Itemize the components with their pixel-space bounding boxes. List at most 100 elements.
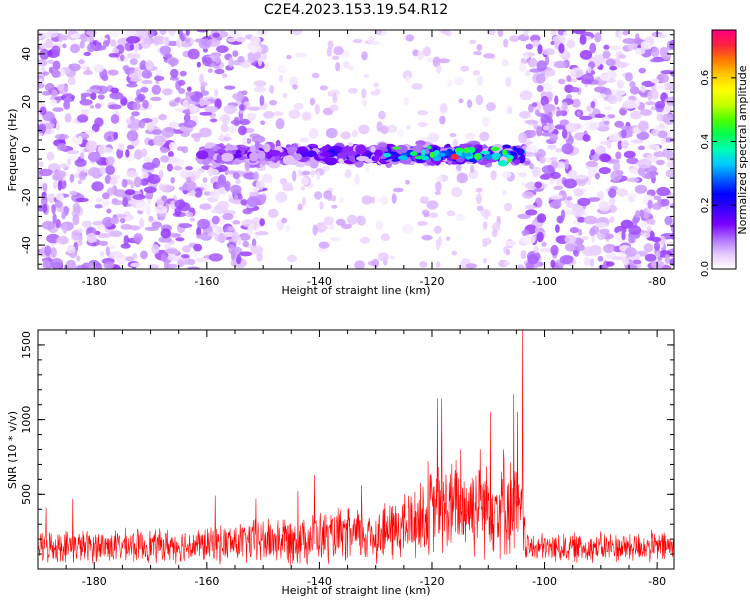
noise-speck <box>524 69 531 77</box>
noise-speck <box>536 60 547 72</box>
noise-speck <box>380 233 390 241</box>
noise-speck <box>238 125 247 136</box>
x-tick-label: -140 <box>307 575 332 588</box>
noise-speck <box>81 220 92 228</box>
noise-speck <box>543 68 556 77</box>
noise-speck <box>50 247 57 258</box>
noise-speck <box>533 245 539 254</box>
signal-hotspot <box>506 158 513 163</box>
noise-speck <box>300 186 306 191</box>
noise-speck <box>301 111 312 121</box>
noise-speck <box>536 231 544 243</box>
noise-speck <box>626 192 637 199</box>
noise-speck <box>378 110 386 120</box>
noise-speck <box>59 195 64 203</box>
signal-blob <box>356 155 369 162</box>
noise-speck <box>174 199 186 209</box>
noise-speck <box>88 167 100 177</box>
noise-speck <box>354 260 365 269</box>
noise-speck <box>158 169 164 179</box>
noise-speck <box>561 143 574 155</box>
noise-speck <box>314 191 323 200</box>
noise-speck <box>109 251 124 259</box>
noise-speck <box>167 151 174 158</box>
noise-speck <box>69 190 78 196</box>
signal-hotspot <box>483 153 493 160</box>
noise-speck <box>420 196 430 201</box>
noise-speck <box>318 241 330 249</box>
noise-speck <box>659 235 666 245</box>
noise-speck <box>282 92 288 99</box>
noise-speck <box>249 45 258 54</box>
noise-speck <box>640 220 648 229</box>
noise-speck <box>194 187 203 198</box>
signal-hotspot <box>438 152 446 157</box>
noise-speck <box>626 177 640 183</box>
noise-speck <box>566 196 573 201</box>
noise-speck <box>90 104 95 109</box>
noise-speck <box>630 110 642 120</box>
noise-speck <box>160 147 169 154</box>
signal-blob <box>445 143 451 149</box>
noise-speck <box>525 145 539 154</box>
noise-speck <box>523 234 536 245</box>
noise-speck <box>242 240 249 248</box>
signal-hotspot <box>491 152 501 160</box>
noise-speck <box>569 86 580 93</box>
noise-speck <box>536 213 547 224</box>
noise-speck <box>482 242 488 247</box>
spectrogram-ticks: -180 -160 -140 -120 -100 -80 -40 -20 0 20 40 <box>20 30 674 288</box>
noise-speck <box>598 201 611 212</box>
noise-speck <box>147 174 161 185</box>
noise-speck <box>212 32 220 38</box>
noise-speck <box>576 179 587 187</box>
signal-blob <box>257 150 266 160</box>
noise-speck <box>121 178 128 188</box>
x-tick-label: -160 <box>194 575 219 588</box>
noise-speck <box>275 118 285 130</box>
noise-speck <box>38 123 47 134</box>
noise-speck <box>670 222 674 234</box>
noise-speck <box>151 244 160 255</box>
noise-speck <box>434 212 439 218</box>
noise-speck <box>640 109 652 116</box>
noise-speck <box>122 196 129 208</box>
noise-speck <box>338 197 345 204</box>
noise-speck <box>206 168 219 175</box>
noise-speck <box>590 101 596 109</box>
noise-speck <box>122 65 130 71</box>
noise-speck <box>587 66 592 74</box>
noise-speck <box>159 30 167 36</box>
noise-speck <box>97 224 105 230</box>
noise-speck <box>314 103 321 115</box>
noise-speck <box>209 118 218 123</box>
noise-speck <box>327 196 332 201</box>
noise-speck <box>261 173 273 184</box>
noise-speck <box>214 233 227 243</box>
noise-speck <box>291 30 303 36</box>
noise-speck <box>622 99 637 109</box>
noise-speck <box>288 109 301 119</box>
noise-speck <box>612 256 625 261</box>
noise-speck <box>97 94 105 100</box>
noise-speck <box>176 38 183 49</box>
noise-speck <box>454 76 465 86</box>
noise-speck <box>603 106 613 111</box>
signal-blob <box>319 152 333 157</box>
noise-speck <box>308 128 319 139</box>
noise-speck <box>582 134 591 142</box>
noise-speck <box>120 54 125 62</box>
noise-speck <box>97 144 108 155</box>
noise-speck <box>147 198 152 205</box>
noise-speck <box>569 227 579 234</box>
noise-speck <box>539 156 546 164</box>
noise-speck <box>38 233 42 240</box>
noise-speck <box>248 186 260 193</box>
noise-speck <box>585 160 599 168</box>
noise-speck <box>540 82 553 93</box>
noise-speck <box>263 61 270 70</box>
noise-speck <box>379 196 389 205</box>
noise-speck <box>663 116 674 125</box>
noise-speck <box>139 178 149 186</box>
noise-speck <box>564 234 577 244</box>
